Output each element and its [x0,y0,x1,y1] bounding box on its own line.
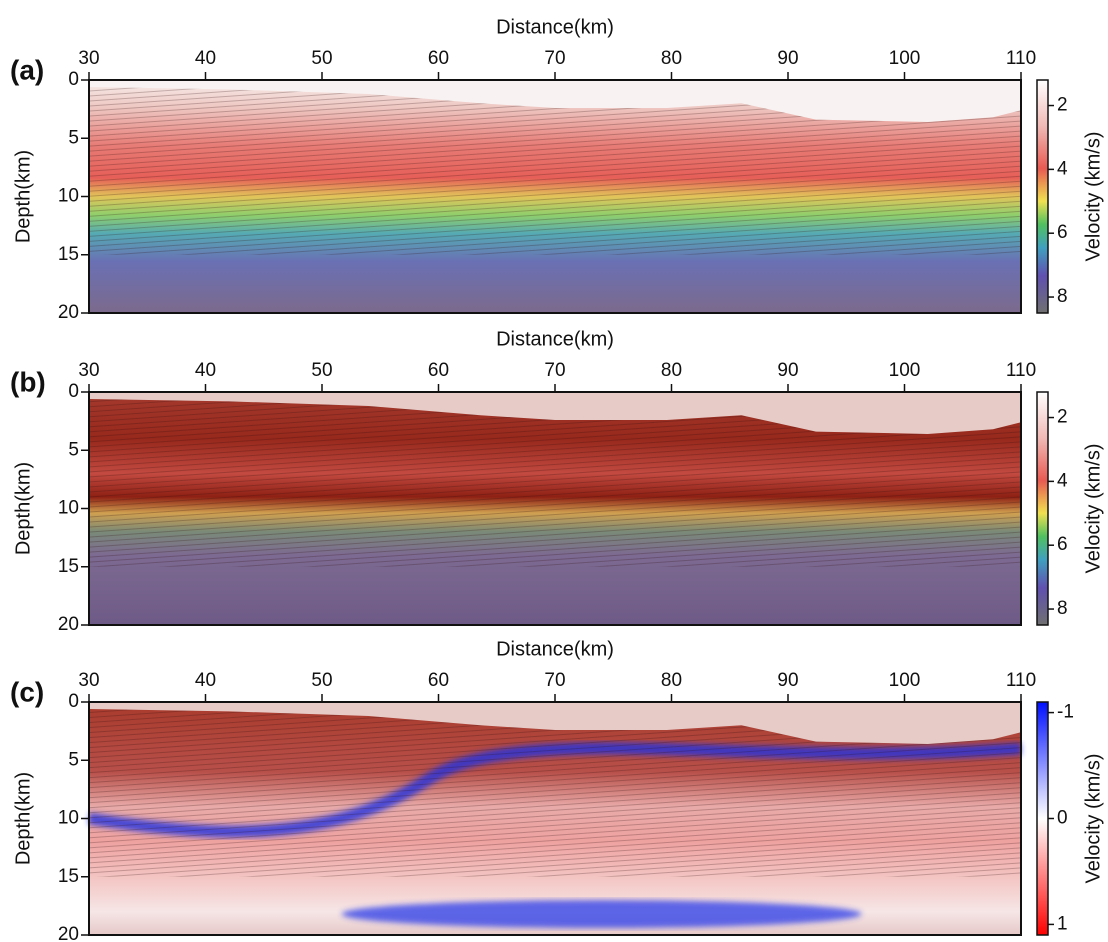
x-tick-label: 40 [195,360,216,381]
colorbar-tick-label: 4 [1057,470,1068,491]
colorbar-label: Velocity (km/s) [1082,131,1104,261]
y-tick-label: 10 [58,186,79,207]
panel-label: (b) [10,366,46,397]
x-tick-label: 50 [311,360,332,381]
heatmap-image [89,80,1021,313]
x-tick-label: 100 [889,48,921,69]
y-tick-label: 20 [58,614,79,635]
colorbar-tick-label: 8 [1057,286,1068,307]
x-tick-label: 100 [889,360,921,381]
x-tick-label: 60 [428,360,449,381]
colorbar-tick-label: 6 [1057,222,1068,243]
colorbar-tick-label: 2 [1057,95,1068,116]
x-axis-label: Distance(km) [496,16,614,38]
x-tick-label: 40 [195,670,216,691]
x-tick-label: 80 [661,48,682,69]
x-tick-label: 90 [777,360,798,381]
heatmap-image [88,702,1022,935]
colorbar-label: Velocity (km/s) [1082,443,1104,573]
y-tick-label: 15 [58,866,79,887]
anomaly [341,900,862,929]
x-tick-label: 80 [661,670,682,691]
y-tick-label: 0 [68,69,79,90]
x-tick-label: 40 [195,48,216,69]
colorbar-tick-label: 4 [1057,158,1068,179]
x-tick-label: 30 [78,670,99,691]
y-tick-label: 5 [68,439,79,460]
y-tick-label: 10 [58,808,79,829]
water [89,392,1021,434]
x-tick-label: 110 [1006,670,1036,691]
x-tick-label: 60 [428,48,449,69]
x-tick-label: 60 [428,670,449,691]
colorbar-tick-label: 6 [1057,534,1068,555]
x-tick-label: 30 [78,360,99,381]
y-tick-label: 0 [68,381,79,402]
colorbar [1036,701,1049,936]
x-tick-label: 70 [544,670,565,691]
x-tick-label: 110 [1006,48,1036,69]
water [89,80,1021,122]
heatmap-image [89,392,1021,625]
y-tick-label: 15 [58,244,79,265]
x-tick-label: 90 [777,48,798,69]
y-axis-label: Depth(km) [12,772,34,865]
x-tick-label: 90 [777,670,798,691]
colorbar-label: Velocity (km/s) [1082,753,1104,883]
y-tick-label: 0 [68,691,79,712]
colorbar-tick-label: 0 [1057,808,1068,829]
x-tick-label: 70 [544,48,565,69]
colorbar [1036,79,1049,314]
x-tick-label: 80 [661,360,682,381]
x-tick-label: 110 [1006,360,1036,381]
y-axis-label: Depth(km) [12,150,34,243]
water [89,702,1021,744]
x-tick-label: 30 [78,48,99,69]
colorbar-tick-label: 1 [1057,913,1068,934]
y-axis-label: Depth(km) [12,462,34,555]
panel-label: (a) [10,54,44,85]
y-tick-label: 20 [58,924,79,942]
x-axis-label: Distance(km) [496,328,614,350]
colorbar-tick-label: -1 [1057,702,1074,723]
y-tick-label: 15 [58,556,79,577]
y-tick-label: 5 [68,127,79,148]
colorbar [1036,391,1049,626]
x-tick-label: 70 [544,360,565,381]
x-tick-label: 50 [311,48,332,69]
y-tick-label: 10 [58,498,79,519]
y-tick-label: 5 [68,749,79,770]
x-tick-label: 100 [889,670,921,691]
panel-label: (c) [10,676,44,707]
x-tick-label: 50 [311,670,332,691]
x-axis-label: Distance(km) [496,638,614,660]
colorbar-tick-label: 2 [1057,407,1068,428]
y-tick-label: 20 [58,302,79,323]
colorbar-tick-label: 8 [1057,598,1068,619]
